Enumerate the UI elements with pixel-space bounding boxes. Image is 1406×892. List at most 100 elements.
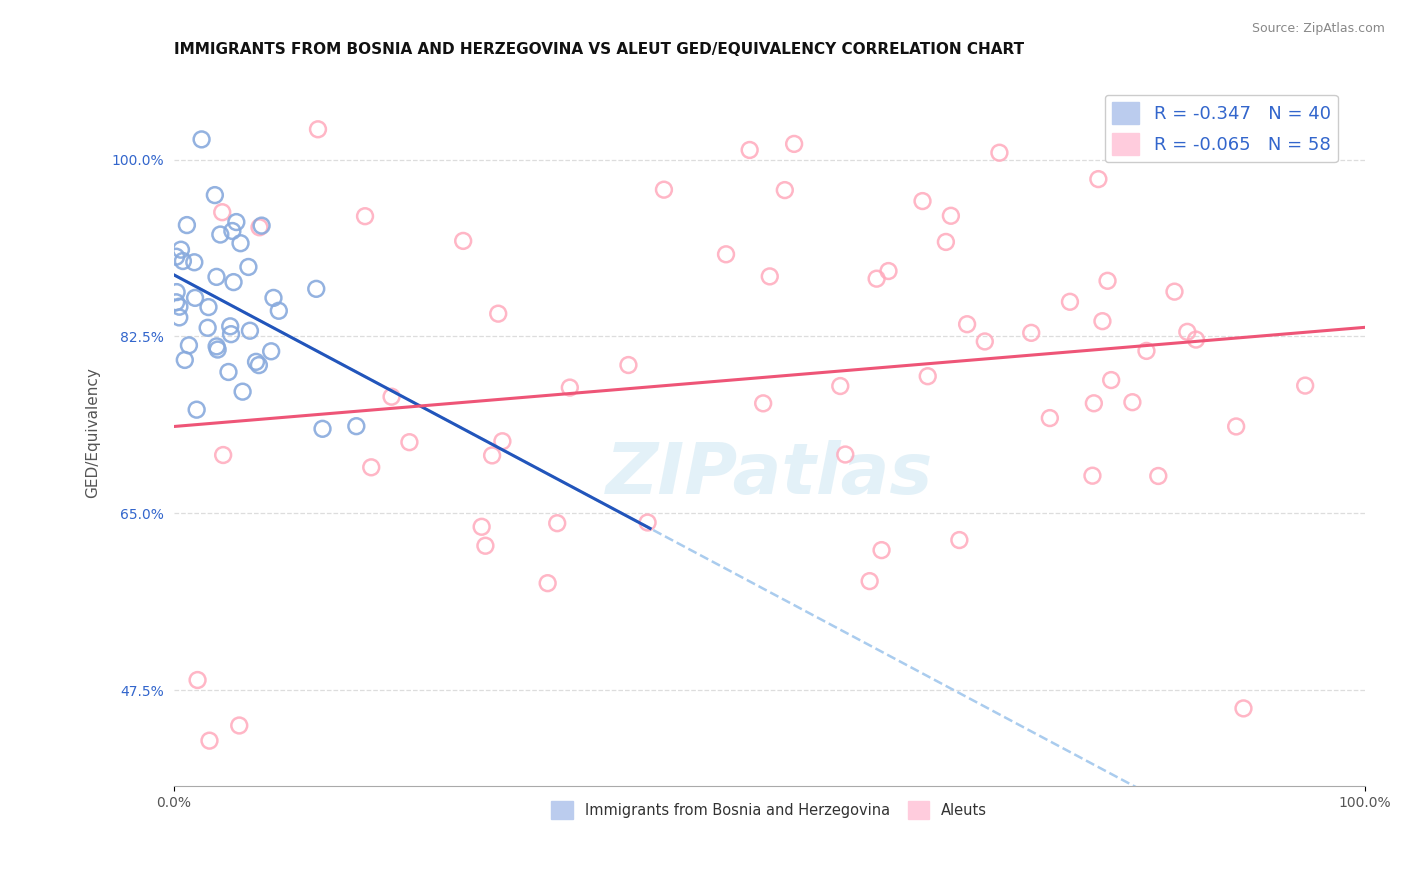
Text: ZIPatlas: ZIPatlas: [606, 441, 934, 509]
Point: [1091, 314, 1114, 328]
Point: [184, 291, 207, 305]
Point: [939, 209, 962, 223]
Point: [190, 132, 212, 146]
Point: [988, 145, 1011, 160]
Point: [221, 224, 243, 238]
Point: [183, 255, 205, 269]
Point: [344, 419, 367, 434]
Point: [546, 516, 568, 531]
Point: [451, 234, 474, 248]
Text: IMMIGRANTS FROM BOSNIA AND HERZEGOVINA VS ALEUT GED/EQUIVALENCY CORRELATION CHAR: IMMIGRANTS FROM BOSNIA AND HERZEGOVINA V…: [174, 42, 1024, 57]
Point: [177, 338, 200, 352]
Point: [1019, 326, 1042, 340]
Point: [911, 194, 934, 208]
Point: [1232, 701, 1254, 715]
Point: [360, 460, 382, 475]
Point: [247, 358, 270, 372]
Point: [956, 317, 979, 331]
Point: [637, 516, 659, 530]
Point: [267, 303, 290, 318]
Point: [207, 343, 229, 357]
Point: [652, 183, 675, 197]
Point: [1175, 325, 1198, 339]
Point: [260, 344, 283, 359]
Point: [1087, 172, 1109, 186]
Point: [173, 353, 195, 368]
Point: [859, 574, 882, 588]
Point: [714, 247, 737, 261]
Point: [225, 215, 247, 229]
Point: [232, 384, 254, 399]
Point: [204, 188, 226, 202]
Point: [491, 434, 513, 449]
Point: [305, 282, 328, 296]
Point: [752, 396, 775, 410]
Point: [250, 219, 273, 233]
Point: [1294, 378, 1316, 392]
Point: [263, 291, 285, 305]
Point: [209, 227, 232, 242]
Point: [166, 285, 188, 299]
Text: Source: ZipAtlas.com: Source: ZipAtlas.com: [1251, 22, 1385, 36]
Point: [758, 269, 780, 284]
Y-axis label: GED/Equivalency: GED/Equivalency: [86, 367, 100, 498]
Point: [198, 733, 221, 747]
Point: [205, 269, 228, 284]
Point: [229, 236, 252, 251]
Point: [973, 334, 995, 349]
Point: [170, 243, 193, 257]
Point: [783, 136, 806, 151]
Point: [1059, 294, 1081, 309]
Point: [165, 250, 187, 264]
Point: [176, 218, 198, 232]
Point: [1121, 395, 1143, 409]
Point: [1081, 468, 1104, 483]
Point: [311, 422, 333, 436]
Point: [354, 209, 377, 223]
Point: [169, 310, 191, 325]
Point: [186, 402, 208, 417]
Point: [205, 339, 228, 353]
Point: [830, 379, 852, 393]
Point: [486, 307, 509, 321]
Point: [1097, 274, 1119, 288]
Point: [1185, 333, 1208, 347]
Point: [1163, 285, 1185, 299]
Point: [865, 271, 887, 285]
Point: [197, 300, 219, 314]
Point: [398, 435, 420, 450]
Point: [238, 260, 260, 274]
Point: [172, 254, 194, 268]
Point: [219, 327, 242, 342]
Point: [245, 355, 267, 369]
Point: [307, 122, 329, 136]
Point: [481, 449, 503, 463]
Point: [380, 390, 402, 404]
Point: [212, 448, 235, 462]
Point: [211, 205, 233, 219]
Point: [935, 235, 957, 249]
Point: [474, 539, 496, 553]
Point: [773, 183, 796, 197]
Point: [218, 365, 240, 379]
Point: [1099, 373, 1122, 387]
Point: [877, 264, 900, 278]
Point: [738, 143, 761, 157]
Point: [537, 576, 560, 591]
Point: [1147, 469, 1170, 483]
Point: [187, 673, 209, 687]
Point: [471, 520, 494, 534]
Point: [249, 220, 271, 235]
Point: [219, 319, 242, 334]
Point: [870, 543, 893, 558]
Point: [239, 324, 262, 338]
Point: [1039, 411, 1062, 425]
Point: [1083, 396, 1105, 410]
Point: [558, 381, 581, 395]
Point: [617, 358, 640, 372]
Point: [169, 300, 191, 314]
Legend: Immigrants from Bosnia and Herzegovina, Aleuts: Immigrants from Bosnia and Herzegovina, …: [546, 796, 993, 825]
Point: [834, 448, 856, 462]
Point: [1135, 343, 1157, 358]
Point: [222, 275, 245, 289]
